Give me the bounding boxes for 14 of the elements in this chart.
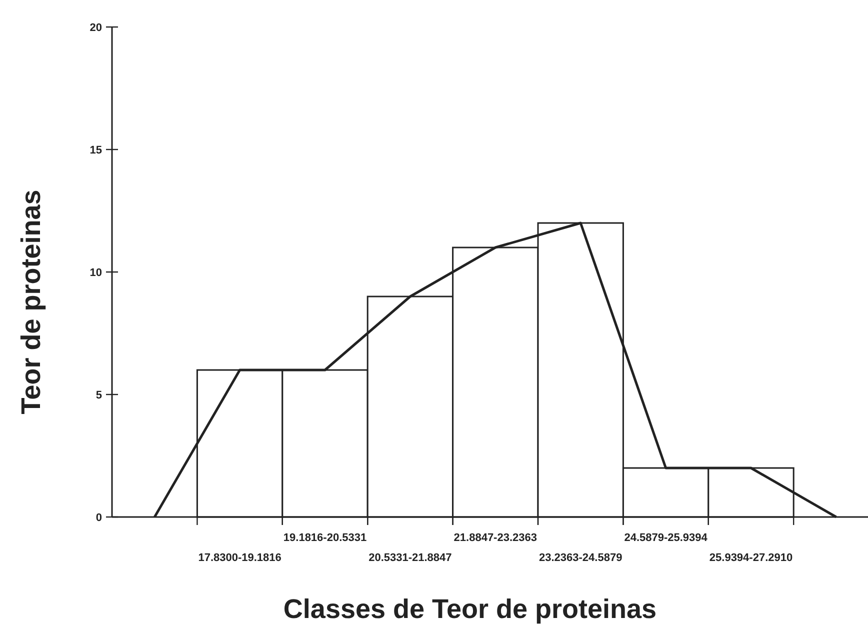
x-tick-label: 20.5331-21.8847 <box>368 552 452 564</box>
y-axis-title: Teor de proteinas <box>16 190 46 414</box>
x-tick-label: 17.8300-19.1816 <box>198 552 282 564</box>
x-axis-title: Classes de Teor de proteinas <box>283 594 657 624</box>
y-tick-label: 10 <box>90 266 102 279</box>
y-tick-label: 5 <box>96 389 102 402</box>
x-tick-label: 19.1816-20.5331 <box>283 532 367 544</box>
x-tick-label: 21.8847-23.2363 <box>454 532 537 544</box>
y-tick-label: 0 <box>96 512 102 524</box>
x-tick-label: 24.5879-25.9394 <box>624 532 708 544</box>
x-tick-label: 25.9394-27.2910 <box>709 552 793 564</box>
y-tick-label: 15 <box>90 144 102 156</box>
x-tick-label: 23.2363-24.5879 <box>539 552 622 564</box>
y-tick-label: 20 <box>90 22 102 34</box>
